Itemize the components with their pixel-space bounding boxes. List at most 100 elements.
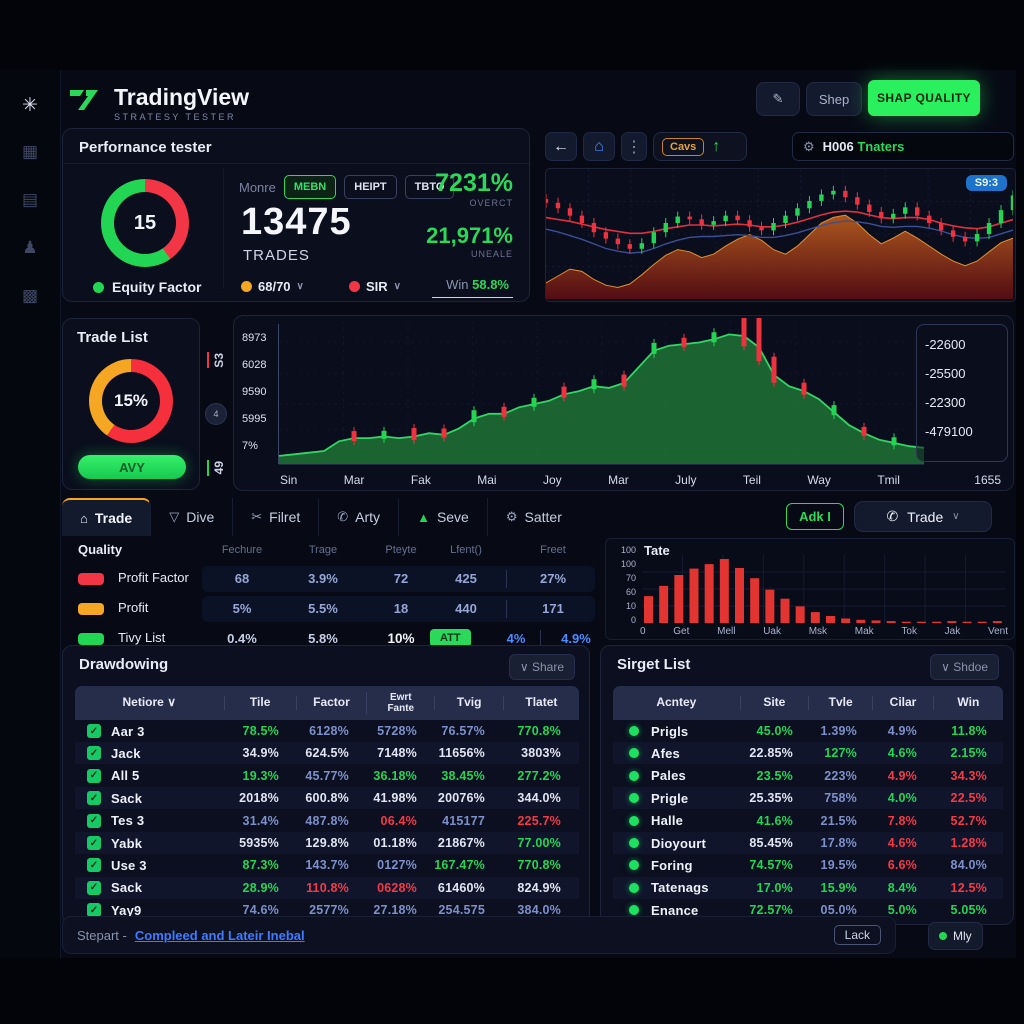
quality-table: Quality Fechure Trage Pteyte Lfent() Freet P… bbox=[62, 540, 599, 648]
more-options-button[interactable]: ⋮ bbox=[621, 132, 647, 161]
tab-arty[interactable]: ✆ Arty bbox=[319, 498, 400, 536]
tab-trade[interactable]: ⌂ Trade bbox=[62, 498, 152, 536]
symbol-search[interactable]: ⚙ H006 Tnaters bbox=[792, 132, 1014, 161]
att-badge[interactable]: ATT bbox=[430, 629, 471, 647]
table-row[interactable]: ✓ Tes 3 31.4% 487.8% 06.4% 415177 225.7% bbox=[75, 810, 579, 832]
status-link[interactable]: Compleed and Lateir Inebal bbox=[134, 927, 305, 943]
mode-tab-heipt[interactable]: HEIPT bbox=[344, 175, 397, 199]
shep-button[interactable]: Shep bbox=[806, 82, 862, 116]
column-header[interactable]: Ewrt Fante bbox=[366, 692, 434, 714]
tab-seve[interactable]: ▲ Seve bbox=[399, 498, 488, 536]
table-row[interactable]: Dioyourt 85.45% 17.8% 4.6% 1.28% bbox=[613, 832, 1003, 854]
table-row[interactable]: ✓ Sack 28.9% 110.8% 0628% 61460% 824.9% bbox=[75, 876, 579, 899]
row-checkbox[interactable]: ✓ bbox=[87, 880, 101, 895]
row-value: 6.6% bbox=[887, 858, 917, 873]
back-button[interactable]: ← bbox=[545, 132, 577, 161]
table-row[interactable]: ✓ Yabk 5935% 129.8% 01.18% 21867% 77.00% bbox=[75, 832, 579, 854]
sidebar-icon-4[interactable]: ▩ bbox=[21, 286, 39, 305]
chevron-down-icon: ∨ bbox=[952, 511, 960, 522]
lock-button[interactable]: Lack bbox=[833, 925, 881, 945]
column-header[interactable]: Factor bbox=[295, 696, 366, 710]
table-row[interactable]: ✓ Sack 2018% 600.8% 41.98% 20076% 344.0% bbox=[75, 787, 579, 810]
mode-tab-tbto[interactable]: TBTO bbox=[404, 175, 455, 199]
sidebar-icon-3[interactable]: ♟ bbox=[22, 238, 38, 257]
shdoe-button[interactable]: ∨ Shdoe bbox=[930, 654, 999, 680]
row-value: 770.8% bbox=[517, 858, 561, 873]
dropdown-68-70-value: 68/70 bbox=[258, 279, 291, 294]
share-button[interactable]: ∨ Share bbox=[508, 654, 575, 680]
row-checkbox[interactable]: ✓ bbox=[87, 746, 101, 761]
mly-toggle[interactable]: Mly bbox=[928, 922, 983, 950]
column-header[interactable]: Site bbox=[739, 696, 808, 710]
series-pill bbox=[78, 633, 104, 645]
column-header[interactable]: Netiore ∨ bbox=[122, 695, 176, 710]
cavs-group: Cavs ↑ bbox=[653, 132, 747, 161]
row-checkbox[interactable]: ✓ bbox=[87, 836, 101, 850]
green-tick bbox=[206, 460, 209, 476]
equity-chart-panel[interactable]: 8973 6028 9590 5995 7% -22600 -25500 -22300 -47… bbox=[233, 315, 1014, 491]
column-header[interactable]: Cilar bbox=[872, 696, 932, 710]
row-status-dot bbox=[629, 882, 639, 893]
table-row[interactable]: Foring 74.57% 19.5% 6.6% 84.0% bbox=[613, 854, 1003, 876]
edit-button[interactable]: ✎ bbox=[756, 82, 800, 116]
trade-dropdown-button[interactable]: ✆ Trade ∨ bbox=[854, 501, 992, 532]
quality-row-label: Profit bbox=[118, 600, 149, 615]
cavs-button[interactable]: Cavs bbox=[662, 137, 705, 156]
table-row[interactable]: Prigle 25.35% 758% 4.0% 22.5% bbox=[613, 787, 1003, 810]
gear-icon: ⚙ bbox=[803, 138, 815, 154]
row-value: 5.05% bbox=[950, 903, 987, 918]
row-checkbox[interactable]: ✓ bbox=[87, 791, 101, 806]
column-header[interactable]: Win bbox=[932, 696, 1003, 710]
shep-label: Shep bbox=[818, 91, 850, 107]
table-row[interactable]: Tatenags 17.0% 15.9% 8.4% 12.5% bbox=[613, 876, 1003, 899]
avy-button[interactable]: AVY bbox=[78, 455, 186, 479]
stat-overct-label: OVERCT bbox=[469, 198, 513, 208]
home-button[interactable]: ⌂ bbox=[583, 132, 615, 161]
row-checkbox[interactable]: ✓ bbox=[87, 858, 101, 873]
tab-satter[interactable]: ⚙ Satter bbox=[488, 498, 580, 536]
row-checkbox[interactable]: ✓ bbox=[87, 724, 101, 738]
row-checkbox[interactable]: ✓ bbox=[87, 903, 101, 918]
mini-candle-chart[interactable]: S9:3 bbox=[545, 168, 1016, 302]
row-value: 84.0% bbox=[950, 858, 987, 873]
drawdown-title: Drawdowing bbox=[79, 656, 169, 673]
up-arrow-icon[interactable]: ↑ bbox=[712, 137, 721, 155]
column-header[interactable]: Acntey bbox=[656, 695, 697, 710]
table-row[interactable]: Halle 41.6% 21.5% 7.8% 52.7% bbox=[613, 810, 1003, 832]
histogram-x-label: Tok bbox=[901, 626, 917, 637]
column-header[interactable]: Tvig bbox=[434, 696, 502, 710]
tab-dive[interactable]: ▽ Dive bbox=[151, 498, 234, 536]
row-checkbox[interactable]: ✓ bbox=[87, 813, 101, 828]
dropdown-68-70[interactable]: 68/70 ∨ bbox=[241, 279, 304, 294]
table-row[interactable]: Pales 23.5% 223% 4.9% 34.3% bbox=[613, 765, 1003, 787]
row-value: 770.8% bbox=[517, 724, 561, 738]
table-row[interactable]: Enance 72.57% 05.0% 5.0% 5.05% bbox=[613, 899, 1003, 921]
column-header[interactable]: Tvle bbox=[807, 696, 872, 710]
table-row[interactable]: ✓ Jack 34.9% 624.5% 7148% 11656% 3803% bbox=[75, 742, 579, 765]
table-row[interactable]: ✓ Use 3 87.3% 143.7% 0127% 167.47% 770.8% bbox=[75, 854, 579, 876]
row-value: 5728% bbox=[377, 724, 417, 738]
row-value: 87.3% bbox=[242, 858, 279, 873]
table-row[interactable]: Afes 22.85% 127% 4.6% 2.15% bbox=[613, 742, 1003, 765]
sidebar-icon-0[interactable]: ✳ bbox=[22, 95, 38, 116]
row-value: 36.18% bbox=[373, 768, 417, 783]
row-checkbox[interactable]: ✓ bbox=[87, 768, 101, 783]
table-row[interactable]: Prigls 45.0% 1.39% 4.9% 11.8% bbox=[613, 720, 1003, 742]
equity-legend-label: Equity Factor bbox=[112, 279, 202, 295]
shield-icon: ▽ bbox=[169, 509, 180, 524]
mode-tab-mebn[interactable]: MEBN bbox=[283, 175, 337, 199]
sidebar-icon-1[interactable]: ▦ bbox=[21, 142, 39, 161]
table-row[interactable]: ✓ Aar 3 78.5% 6128% 5728% 76.57% 770.8% bbox=[75, 720, 579, 742]
table-row[interactable]: ✓ All 5 19.3% 45.77% 36.18% 38.45% 277.2% bbox=[75, 765, 579, 787]
sidebar-icon-2[interactable]: ▤ bbox=[21, 190, 39, 209]
equity-x-label: Way bbox=[807, 473, 831, 487]
table-row[interactable]: ✓ Yay9 74.6% 2577% 27.18% 254.575 384.0% bbox=[75, 899, 579, 921]
column-header[interactable]: Tlatet bbox=[502, 696, 579, 710]
column-header[interactable]: Tile bbox=[223, 696, 296, 710]
stat-overct-value: 7231% bbox=[435, 169, 513, 197]
shap-quality-button[interactable]: SHAP QUALITY bbox=[868, 80, 980, 116]
histogram-title: Tate bbox=[644, 543, 670, 558]
adk-button[interactable]: Adk I bbox=[786, 503, 844, 530]
dropdown-sir[interactable]: SIR ∨ bbox=[349, 279, 401, 294]
tab-filret[interactable]: ✂ Filret bbox=[233, 498, 320, 536]
